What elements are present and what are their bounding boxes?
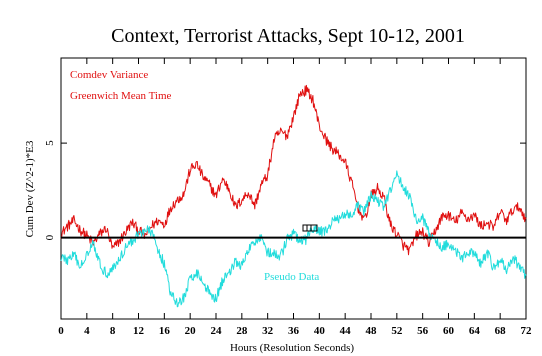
series-line-pseudo-data: [60, 170, 527, 308]
x-tick-label: 64: [469, 325, 481, 337]
x-tick-label: 12: [133, 325, 145, 337]
x-tick-label: 16: [159, 325, 171, 337]
y-tick-label: 5: [44, 140, 56, 146]
chart-title: Context, Terrorist Attacks, Sept 10-12, …: [111, 25, 465, 47]
x-tick-label: 68: [495, 325, 507, 337]
x-axis-ticks: 0 4 8 12 16 20 24 28 32 36 40 44 48 52 56 60 64 68 72: [58, 58, 532, 337]
x-tick-label: 8: [110, 325, 116, 337]
pseudo-data-label: Pseudo Data: [264, 271, 319, 283]
x-tick-label: 52: [391, 325, 403, 337]
x-tick-label: 28: [236, 325, 248, 337]
x-tick-label: 36: [288, 325, 300, 337]
y-axis-label: Cum Dev (Z^2-1)*E3: [24, 140, 36, 237]
legend-comdev-variance: Comdev Variance: [70, 69, 148, 81]
x-tick-label: 0: [58, 325, 64, 337]
x-tick-label: 4: [84, 325, 90, 337]
x-tick-label: 20: [185, 325, 197, 337]
series-layer: [60, 84, 527, 308]
center-marker: [302, 224, 318, 232]
y-tick-label: 0: [44, 234, 56, 240]
x-tick-label: 24: [211, 325, 223, 337]
x-tick-label: 48: [366, 325, 378, 337]
y-axis-ticks: 05: [44, 140, 526, 240]
x-axis-label: Hours (Resolution Seconds): [230, 342, 354, 354]
x-tick-label: 44: [340, 325, 352, 337]
x-tick-label: 60: [443, 325, 455, 337]
x-tick-label: 40: [314, 325, 326, 337]
x-tick-label: 72: [521, 325, 533, 337]
x-tick-label: 32: [262, 325, 274, 337]
legend-greenwich-mean-time: Greenwich Mean Time: [70, 90, 172, 102]
x-tick-label: 56: [417, 325, 429, 337]
